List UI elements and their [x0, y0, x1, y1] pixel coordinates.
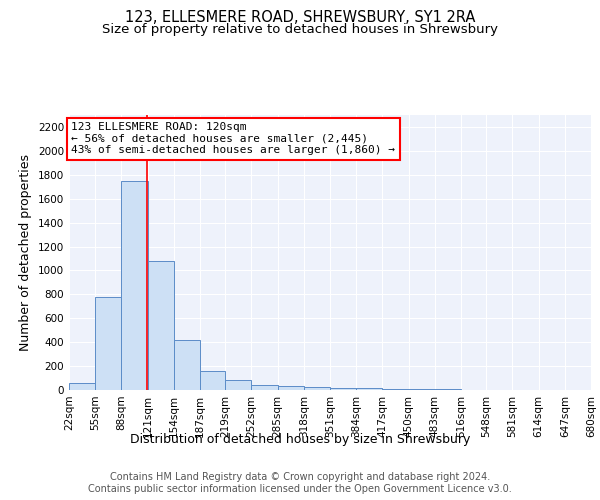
Bar — [121, 181, 148, 390]
Text: 123, ELLESMERE ROAD, SHREWSBURY, SY1 2RA: 123, ELLESMERE ROAD, SHREWSBURY, SY1 2RA — [125, 10, 475, 25]
Bar — [382, 388, 409, 390]
Bar — [278, 386, 304, 390]
Text: Contains HM Land Registry data © Crown copyright and database right 2024.: Contains HM Land Registry data © Crown c… — [110, 472, 490, 482]
Bar — [225, 380, 251, 390]
Text: Size of property relative to detached houses in Shrewsbury: Size of property relative to detached ho… — [102, 22, 498, 36]
Bar — [174, 340, 200, 390]
Bar — [330, 388, 356, 390]
Y-axis label: Number of detached properties: Number of detached properties — [19, 154, 32, 351]
Bar — [356, 388, 382, 390]
Bar — [409, 389, 435, 390]
Bar — [200, 372, 225, 390]
Bar — [148, 262, 174, 390]
Text: Contains public sector information licensed under the Open Government Licence v3: Contains public sector information licen… — [88, 484, 512, 494]
Bar — [69, 384, 95, 390]
Bar — [251, 384, 278, 390]
Bar — [95, 298, 121, 390]
Text: 123 ELLESMERE ROAD: 120sqm
← 56% of detached houses are smaller (2,445)
43% of s: 123 ELLESMERE ROAD: 120sqm ← 56% of deta… — [71, 122, 395, 156]
Text: Distribution of detached houses by size in Shrewsbury: Distribution of detached houses by size … — [130, 432, 470, 446]
Bar — [304, 386, 330, 390]
